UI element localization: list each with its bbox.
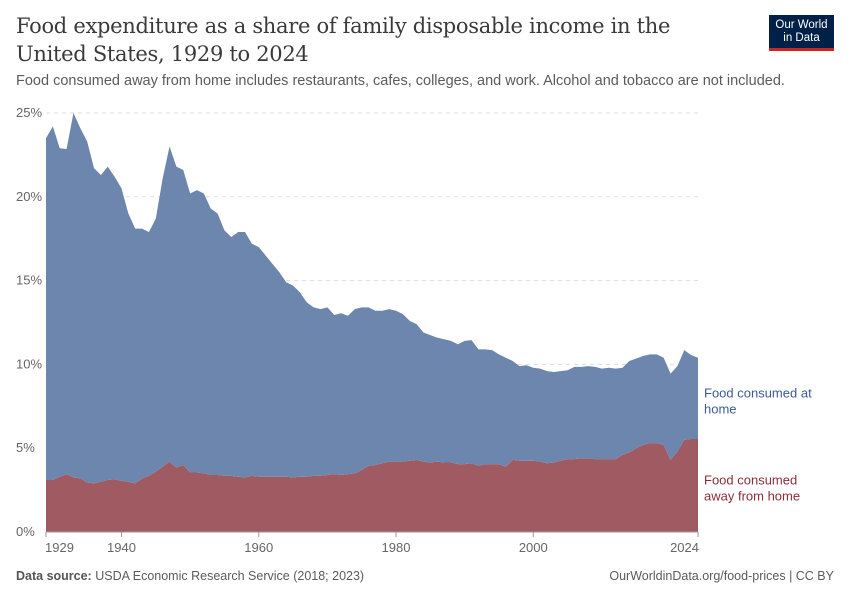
- x-tick-label: 1960: [244, 540, 273, 555]
- series-label: Food consumed: [704, 472, 797, 487]
- y-tick-label: 25%: [16, 105, 42, 120]
- area-at-home: [46, 113, 698, 484]
- y-tick-label: 5%: [16, 440, 35, 455]
- x-tick-label: 2024: [670, 540, 699, 555]
- data-source-text: USDA Economic Research Service (2018; 20…: [95, 569, 365, 583]
- chart-subtitle: Food consumed away from home includes re…: [16, 73, 785, 89]
- area-away-from-home: [46, 438, 698, 532]
- data-source-label: Data source:: [16, 569, 92, 583]
- data-source: Data source: USDA Economic Research Serv…: [16, 569, 364, 583]
- x-tick-label: 1940: [107, 540, 136, 555]
- y-tick-label: 15%: [16, 273, 42, 288]
- y-tick-label: 10%: [16, 356, 42, 371]
- logo-line-1: Our World: [775, 19, 828, 31]
- x-tick-label: 1929: [45, 540, 74, 555]
- logo-line-2: in Data: [783, 32, 820, 44]
- chart-title: Food expenditure as a share of family di…: [16, 14, 671, 66]
- series-label: Food consumed at: [704, 385, 812, 400]
- series-label: home: [704, 401, 737, 416]
- y-tick-label: 0%: [16, 524, 35, 539]
- series-label: away from home: [704, 488, 800, 503]
- x-tick-label: 2000: [519, 540, 548, 555]
- x-tick-label: 1980: [382, 540, 411, 555]
- source-link[interactable]: OurWorldinData.org/food-prices | CC BY: [609, 569, 834, 583]
- owid-logo[interactable]: Our World in Data: [769, 15, 834, 51]
- y-tick-label: 20%: [16, 189, 42, 204]
